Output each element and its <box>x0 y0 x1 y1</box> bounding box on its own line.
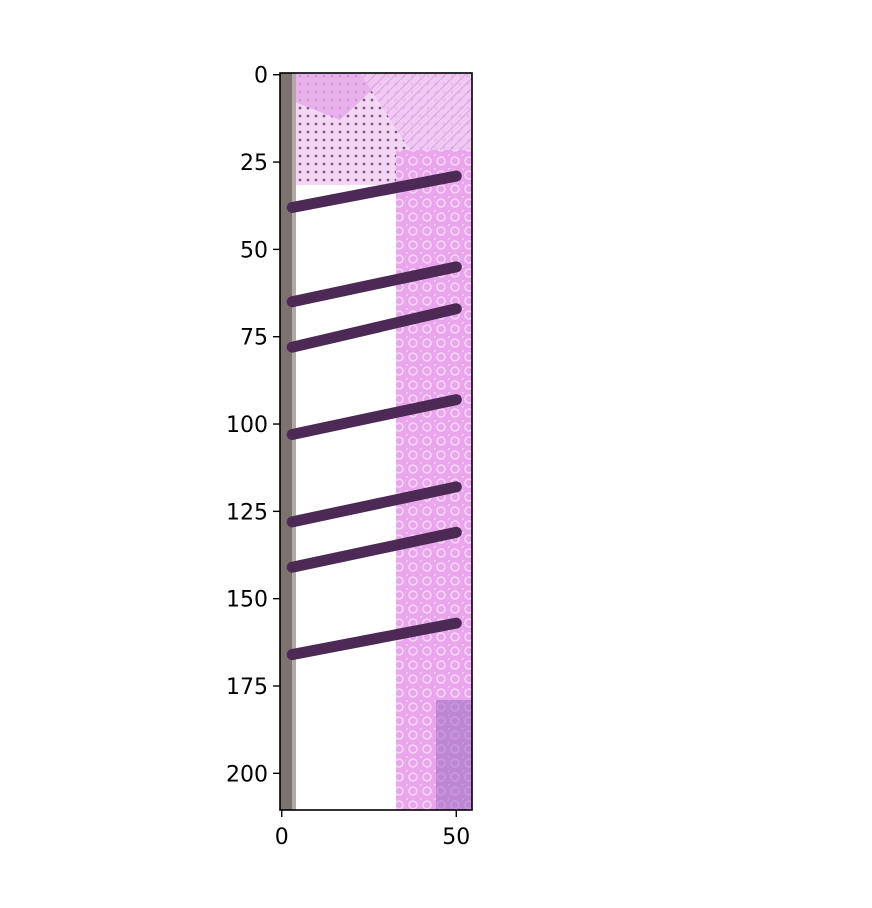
y-tick-label: 100 <box>226 413 268 438</box>
y-tick-label: 175 <box>226 675 268 700</box>
pink-band-dark-corner <box>436 700 472 810</box>
y-tick-label: 25 <box>240 151 268 176</box>
gray-stripe-edge <box>292 73 296 810</box>
diagonal-bar <box>286 617 462 661</box>
diagonal-bars <box>286 170 462 661</box>
diagonal-bar <box>286 303 462 353</box>
gray-stripe <box>280 73 292 810</box>
top-pattern-diamond-2 <box>360 73 472 150</box>
y-tick-label: 150 <box>226 588 268 613</box>
top-pattern-diamond <box>290 73 390 120</box>
y-tick-label: 200 <box>226 762 268 787</box>
x-tick-label: 50 <box>442 825 470 850</box>
diagonal-bar <box>286 394 462 441</box>
diagonal-bar <box>286 261 462 308</box>
diagonal-bar <box>286 170 462 213</box>
axes-frame <box>279 72 473 811</box>
y-tick-label: 50 <box>240 238 268 263</box>
y-tick-label: 125 <box>226 500 268 525</box>
diagonal-bar <box>286 526 462 573</box>
y-tick-label: 0 <box>254 64 268 89</box>
x-tick-label: 0 <box>275 825 289 850</box>
image-content <box>280 73 472 810</box>
x-axis: 0 50 <box>275 810 470 850</box>
y-axis: 0 25 50 75 100 125 150 175 200 <box>226 64 280 787</box>
diagonal-bar <box>286 481 462 528</box>
y-tick-label: 75 <box>240 326 268 351</box>
